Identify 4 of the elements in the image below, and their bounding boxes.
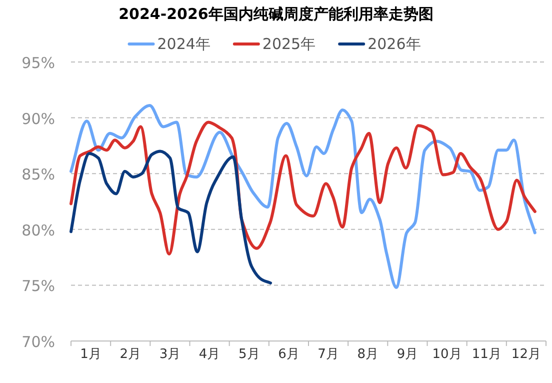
legend-label: 2024年	[157, 35, 210, 53]
title: 2024-2026年国内纯碱周度产能利用率走势图	[118, 5, 434, 23]
legend-label: 2025年	[262, 35, 316, 53]
legend-label: 2026年	[368, 35, 421, 53]
